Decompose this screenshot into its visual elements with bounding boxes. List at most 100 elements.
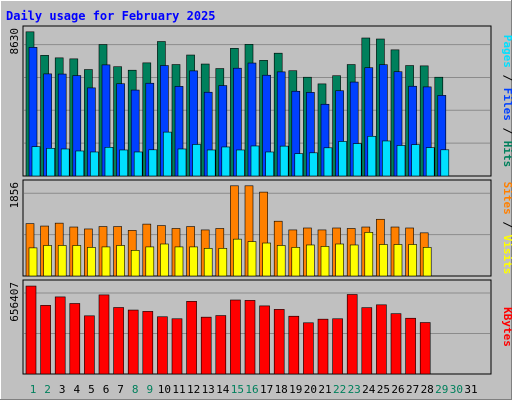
- bar-sites-day-27: [408, 244, 417, 277]
- bar-sites-day-7: [116, 245, 125, 277]
- bar-sites-day-23: [349, 244, 359, 277]
- day-label-28: 28: [421, 383, 434, 396]
- day-label-5: 5: [88, 383, 95, 396]
- bar-sites-day-17: [262, 242, 271, 277]
- bar-kbytes-day-12: [186, 301, 197, 375]
- bar-kbytes-day-26: [390, 313, 402, 375]
- bar-pages-day-7: [119, 149, 128, 177]
- bar-kbytes-day-9: [142, 311, 154, 375]
- bar-sites-day-21: [320, 246, 330, 277]
- bar-kbytes-day-2: [40, 305, 51, 375]
- bar-pages-day-15: [236, 149, 245, 177]
- bar-kbytes-day-20: [303, 322, 314, 375]
- legend-part: /: [501, 68, 512, 88]
- bar-sites-day-25: [379, 244, 388, 277]
- day-label-12: 12: [187, 383, 200, 396]
- series-pages: [31, 131, 450, 177]
- side-legend: KBytes: [501, 307, 512, 347]
- bar-sites-day-12: [189, 246, 198, 277]
- bar-sites-day-8: [130, 249, 140, 277]
- bar-pages-day-4: [75, 150, 85, 177]
- bar-sites-day-14: [218, 248, 228, 277]
- bar-kbytes-day-19: [288, 315, 300, 375]
- day-label-20: 20: [304, 383, 317, 396]
- day-axis: 1 2 3 4 5 6 7 8 9 10 11 12 13 14 15 16 17 18 19 20 21 22 23 24 2…: [30, 383, 478, 396]
- bar-kbytes-day-3: [54, 296, 66, 375]
- bar-pages-day-17: [265, 151, 274, 177]
- day-label-24: 24: [362, 383, 376, 396]
- bar-pages-day-26: [396, 145, 406, 177]
- bar-pages-day-22: [338, 141, 347, 177]
- bar-sites-day-24: [364, 232, 374, 277]
- side-legend: Sites / Visits: [501, 182, 512, 275]
- bar-sites-day-6: [101, 246, 111, 277]
- series-files: [28, 47, 447, 177]
- legend-part: /: [501, 215, 512, 235]
- bar-kbytes-day-18: [273, 309, 285, 375]
- bar-kbytes-day-28: [419, 322, 431, 375]
- series-sites: [28, 232, 432, 277]
- bar-kbytes-day-7: [113, 307, 124, 375]
- day-label-22: 22: [333, 383, 346, 396]
- day-label-13: 13: [202, 383, 215, 396]
- bar-pages-day-2: [46, 148, 55, 177]
- day-label-16: 16: [245, 383, 258, 396]
- bar-kbytes-day-8: [127, 309, 139, 375]
- bar-pages-day-12: [192, 144, 201, 177]
- legend-part: KBytes: [501, 307, 512, 347]
- day-label-7: 7: [117, 383, 124, 396]
- bar-pages-day-19: [294, 153, 304, 177]
- bar-sites-day-16: [247, 241, 257, 277]
- bar-sites-day-22: [335, 243, 344, 277]
- day-label-6: 6: [103, 383, 110, 396]
- bar-pages-day-25: [382, 140, 391, 177]
- y-max-label: 8630: [8, 28, 21, 55]
- bar-pages-day-8: [133, 151, 143, 177]
- day-label-17: 17: [260, 383, 273, 396]
- bar-pages-day-18: [279, 145, 289, 177]
- day-label-2: 2: [44, 383, 51, 396]
- bar-kbytes-day-22: [332, 318, 343, 375]
- bar-sites-day-10: [160, 243, 169, 277]
- bar-pages-day-29: [440, 149, 450, 177]
- legend-part: Hits: [501, 141, 512, 168]
- bar-pages-day-21: [323, 147, 333, 177]
- day-label-30: 30: [450, 383, 463, 396]
- bar-kbytes-day-1: [25, 285, 37, 375]
- day-label-23: 23: [348, 383, 361, 396]
- bar-kbytes-day-4: [69, 303, 81, 375]
- bar-kbytes-day-24: [361, 307, 373, 375]
- legend-part: /: [501, 121, 512, 141]
- side-legend: Pages / Files / Hits: [501, 35, 512, 168]
- bar-kbytes-day-6: [98, 294, 110, 375]
- panel-hits-files-pages: 8630 Pages / Files / Hits: [8, 25, 512, 177]
- bar-kbytes-day-14: [215, 315, 227, 375]
- chart-panels: 8630 Pages / Files / Hits 1856 Sites / Visi…: [8, 25, 512, 375]
- chart-title: Daily usage for February 2025: [6, 9, 216, 23]
- bar-pages-day-5: [90, 151, 99, 177]
- bar-pages-day-23: [352, 143, 362, 177]
- bar-kbytes-day-23: [346, 294, 358, 375]
- bar-kbytes-day-15: [230, 299, 241, 375]
- panel-visits-sites: 1856 Sites / Visits: [8, 179, 512, 277]
- bar-pages-day-14: [221, 146, 231, 177]
- bar-kbytes-day-10: [157, 316, 168, 375]
- bar-pages-day-20: [309, 152, 318, 177]
- bar-sites-day-28: [422, 247, 432, 277]
- day-label-18: 18: [275, 383, 288, 396]
- bar-sites-day-20: [306, 244, 315, 277]
- bar-sites-day-1: [28, 247, 38, 277]
- day-label-9: 9: [146, 383, 153, 396]
- bar-pages-day-9: [148, 149, 158, 177]
- bar-pages-day-3: [60, 148, 70, 177]
- bar-sites-day-3: [57, 245, 67, 277]
- day-label-1: 1: [30, 383, 37, 396]
- bar-kbytes-day-13: [200, 316, 212, 375]
- bar-pages-day-1: [31, 146, 41, 177]
- day-label-26: 26: [391, 383, 404, 396]
- bar-pages-day-6: [104, 147, 114, 177]
- bar-pages-day-10: [163, 131, 172, 177]
- bar-sites-day-9: [145, 246, 155, 277]
